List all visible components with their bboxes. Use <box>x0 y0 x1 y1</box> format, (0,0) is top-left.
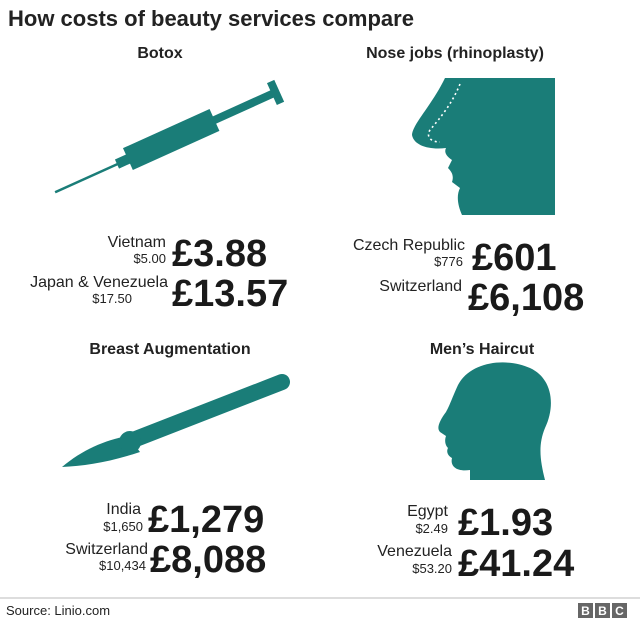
country: Switzerland <box>379 278 462 295</box>
country: Czech Republic <box>353 237 465 254</box>
country: India <box>106 501 141 518</box>
panel-title: Botox <box>137 45 182 62</box>
source: Source: Linio.com <box>6 603 110 618</box>
country: Venezuela <box>377 543 452 560</box>
local-price: $10,434 <box>99 558 146 573</box>
country: Egypt <box>407 503 448 520</box>
gbp-price: £3.88 <box>172 233 267 275</box>
title: How costs of beauty services compare <box>8 6 414 31</box>
head-icon <box>438 362 551 480</box>
gbp-price: £1,279 <box>148 499 264 541</box>
panel-title: Men’s Haircut <box>430 341 535 358</box>
syringe-icon <box>54 79 285 194</box>
scalpel-icon <box>62 374 290 467</box>
local-price: $5.00 <box>133 251 166 266</box>
gbp-price: £1.93 <box>458 502 553 544</box>
local-price: $53.20 <box>412 561 452 576</box>
gbp-price: £601 <box>472 237 557 279</box>
country: Switzerland <box>65 541 148 558</box>
local-price: $17.50 <box>92 291 132 306</box>
logo: B B C <box>578 603 627 618</box>
logo-letter: C <box>615 604 624 618</box>
logo-letter: B <box>598 604 607 618</box>
local-price: $776 <box>434 254 463 269</box>
panel-title: Breast Augmentation <box>89 341 250 358</box>
panel-title: Nose jobs (rhinoplasty) <box>366 45 544 62</box>
local-price: $2.49 <box>415 521 448 536</box>
nose-icon <box>412 78 555 215</box>
local-price: $1,650 <box>103 519 143 534</box>
country: Vietnam <box>108 234 166 251</box>
logo-letter: B <box>581 604 590 618</box>
country: Japan & Venezuela <box>30 274 168 291</box>
gbp-price: £41.24 <box>458 543 574 585</box>
gbp-price: £13.57 <box>172 273 288 315</box>
gbp-price: £6,108 <box>468 277 584 319</box>
gbp-price: £8,088 <box>150 539 266 581</box>
